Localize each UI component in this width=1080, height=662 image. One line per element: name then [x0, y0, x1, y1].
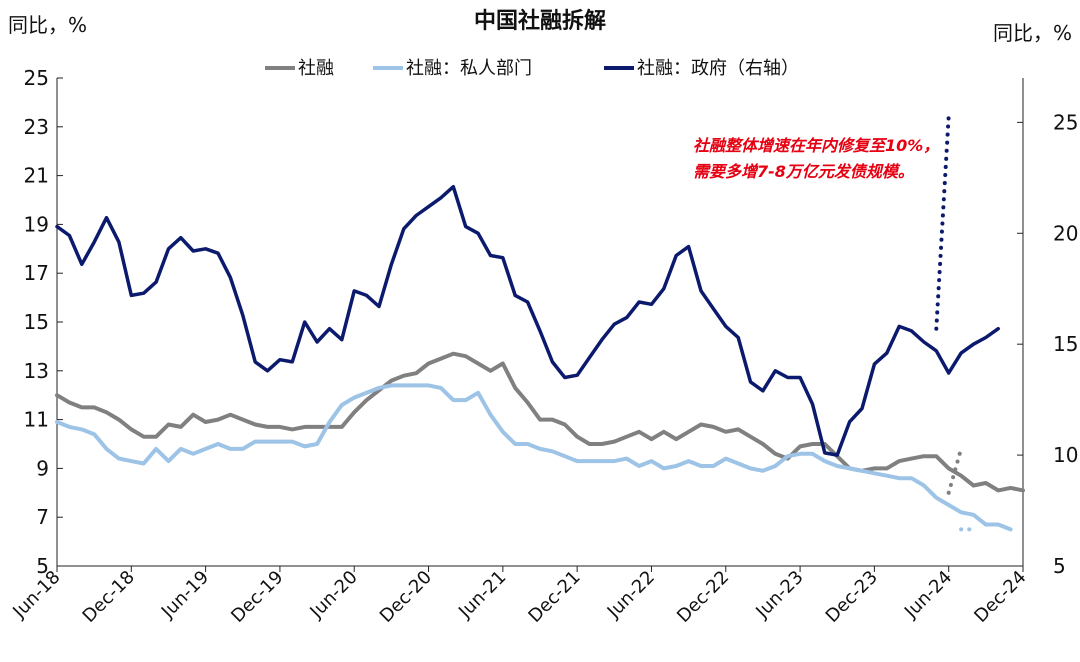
x-axis-ticks: Jun-18 Dec-18 Jun-19 Dec-19 Jun-20 Dec-20 Jun-…	[8, 566, 1031, 627]
annotation-line-2: 需要多增7-8万亿元发债规模。	[693, 162, 914, 181]
right-axis-unit: 同比，%	[993, 21, 1072, 45]
left-tick-label: 7	[36, 505, 49, 529]
series-lines	[55, 113, 1025, 532]
left-tick-label: 15	[24, 310, 49, 334]
legend-label-private: 社融：私人部门	[406, 58, 532, 79]
left-tick-label: 19	[24, 212, 49, 236]
left-tick-label: 25	[24, 66, 49, 90]
left-tick-label: 5	[36, 554, 49, 578]
left-tick-label: 21	[24, 164, 49, 188]
right-tick-label: 15	[1053, 332, 1078, 356]
right-tick-label: 10	[1053, 443, 1078, 467]
legend-label-total: 社融	[298, 58, 334, 79]
x-tick-label: Dec-20	[376, 567, 436, 627]
left-axis-ticks: 5 7 9 11 13 15 17 19 21 23 25	[24, 66, 63, 578]
right-tick-label: 5	[1053, 554, 1066, 578]
projection-line	[946, 446, 964, 495]
x-tick-label: Jun-20	[306, 567, 362, 623]
right-tick-label: 20	[1053, 221, 1078, 245]
annotation: 社融整体增速在年内修复至10%， 需要多增7-8万亿元发债规模。	[693, 136, 939, 181]
x-tick-label: Dec-23	[822, 567, 882, 627]
x-tick-label: Jun-22	[603, 567, 659, 623]
legend-label-government: 社融：政府（右轴）	[637, 58, 799, 79]
left-tick-label: 11	[24, 408, 49, 432]
chart-title: 中国社融拆解	[474, 8, 606, 34]
left-tick-label: 17	[24, 261, 49, 285]
left-tick-label: 23	[24, 115, 49, 139]
right-axis-ticks: 5 10 15 20 25	[1017, 110, 1078, 578]
series-line	[55, 383, 1013, 532]
x-tick-label: Dec-24	[970, 567, 1030, 627]
x-tick-label: Dec-21	[524, 567, 584, 627]
series-line	[55, 351, 1025, 493]
legend: 社融 社融：私人部门 社融：政府（右轴）	[265, 58, 799, 79]
x-tick-label: Jun-19	[157, 567, 213, 623]
left-axis-unit: 同比，%	[8, 13, 87, 37]
x-tick-label: Jun-21	[454, 567, 510, 623]
x-tick-label: Jun-23	[751, 567, 807, 623]
series-line	[55, 184, 1000, 457]
x-tick-label: Dec-22	[673, 567, 733, 627]
left-tick-label: 9	[36, 456, 49, 480]
projection-line	[934, 113, 951, 331]
x-tick-label: Dec-18	[79, 567, 139, 627]
x-tick-label: Dec-19	[227, 567, 287, 627]
x-tick-label: Jun-24	[900, 567, 956, 623]
right-tick-label: 25	[1053, 110, 1078, 134]
left-tick-label: 13	[24, 359, 49, 383]
annotation-line-1: 社融整体增速在年内修复至10%，	[693, 136, 939, 155]
